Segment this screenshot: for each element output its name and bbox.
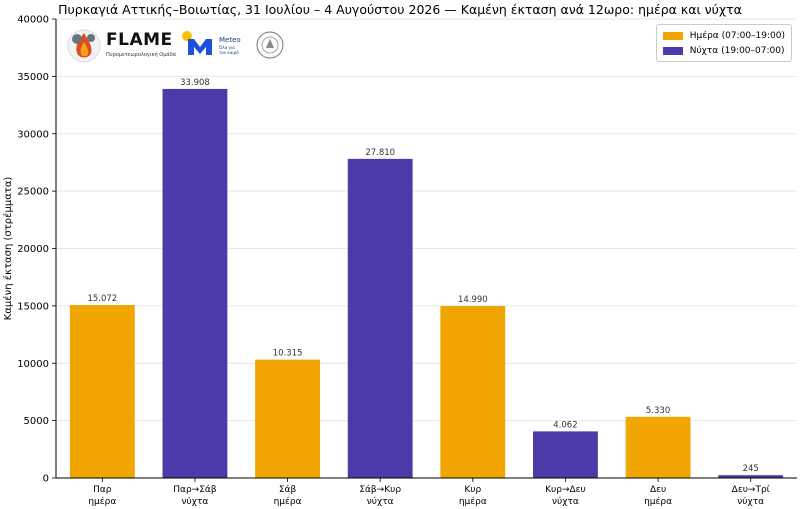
flame-logo-icon: [67, 29, 101, 63]
x-tick-label: νύχτα: [182, 496, 209, 507]
bar: [533, 431, 598, 478]
flame-logo-subtitle: Πυρομετεωρολογική Ομάδα: [106, 52, 177, 58]
y-tick-label: 40000: [17, 15, 49, 26]
bar: [440, 305, 506, 478]
x-tick-label: ημέρα: [274, 496, 302, 507]
x-tick-label: Κυρ: [464, 485, 481, 495]
x-tick-label: Σάβ: [279, 485, 297, 495]
y-axis-label: Καμένη έκταση (στρέμματα): [2, 177, 14, 321]
x-tick-label: ημέρα: [88, 496, 116, 507]
x-tick-label: Δευ→Τρί: [732, 485, 770, 495]
x-tick-label: Δευ: [650, 485, 666, 495]
bar-value-label: 4.062: [553, 420, 577, 430]
bar-value-label: 5.330: [646, 406, 670, 416]
observatory-seal-icon: [256, 31, 284, 59]
legend-label-night: Νύχτα (19:00–07:00): [689, 45, 785, 56]
bar: [162, 88, 228, 478]
x-tick-label: Κυρ→Δευ: [545, 485, 586, 495]
x-tick-label: ημέρα: [644, 496, 672, 507]
y-tick-label: 0: [43, 474, 49, 485]
chart-title: Πυρκαγιά Αττικής–Βοιωτίας, 31 Ιουλίου – …: [58, 2, 742, 17]
y-tick-label: 25000: [17, 187, 49, 198]
y-tick-label: 15000: [17, 301, 49, 312]
bar-value-label: 27.810: [365, 148, 395, 158]
meteo-logo-subtitle: Όλα για τον καιρό: [219, 45, 239, 55]
bar: [718, 475, 784, 478]
bar-value-label: 14.990: [458, 295, 488, 305]
bar-value-label: 33.908: [180, 78, 210, 88]
bar-value-label: 10.315: [273, 349, 303, 359]
x-tick-label: νύχτα: [552, 496, 579, 507]
meteo-logo-icon: [182, 31, 212, 55]
bar: [347, 158, 413, 478]
x-tick-label: νύχτα: [737, 496, 764, 507]
y-tick-label: 10000: [17, 359, 49, 370]
bar: [69, 305, 135, 478]
bar: [255, 359, 320, 478]
bar-value-label: 245: [743, 464, 759, 474]
logos-graphics: [67, 29, 284, 63]
y-tick-label: 5000: [24, 416, 49, 427]
meteo-logo-name: Meteo: [219, 36, 241, 44]
x-tick-label: Παρ: [93, 485, 112, 495]
logo-strip: FLAME Πυρομετεωρολογική Ομάδα Meteo Όλα …: [66, 28, 290, 66]
bar: [625, 416, 691, 478]
legend-item-night: Νύχτα (19:00–07:00): [662, 43, 785, 58]
legend-item-day: Ημέρα (07:00–19:00): [662, 28, 785, 43]
y-tick-label: 20000: [17, 244, 49, 255]
flame-logo-name: FLAME: [106, 30, 173, 50]
legend-swatch-day: [662, 31, 683, 40]
bar-value-label: 15.072: [87, 294, 117, 304]
x-tick-label: νύχτα: [367, 496, 394, 507]
legend-label-day: Ημέρα (07:00–19:00): [689, 30, 785, 41]
y-tick-label: 30000: [17, 129, 49, 140]
x-tick-label: Σάβ→Κυρ: [359, 485, 401, 495]
x-tick-label: Παρ→Σάβ: [173, 485, 217, 495]
x-tick-label: ημέρα: [459, 496, 487, 507]
legend: Ημέρα (07:00–19:00) Νύχτα (19:00–07:00): [655, 24, 792, 62]
y-tick-label: 35000: [17, 72, 49, 83]
legend-swatch-night: [662, 46, 683, 55]
